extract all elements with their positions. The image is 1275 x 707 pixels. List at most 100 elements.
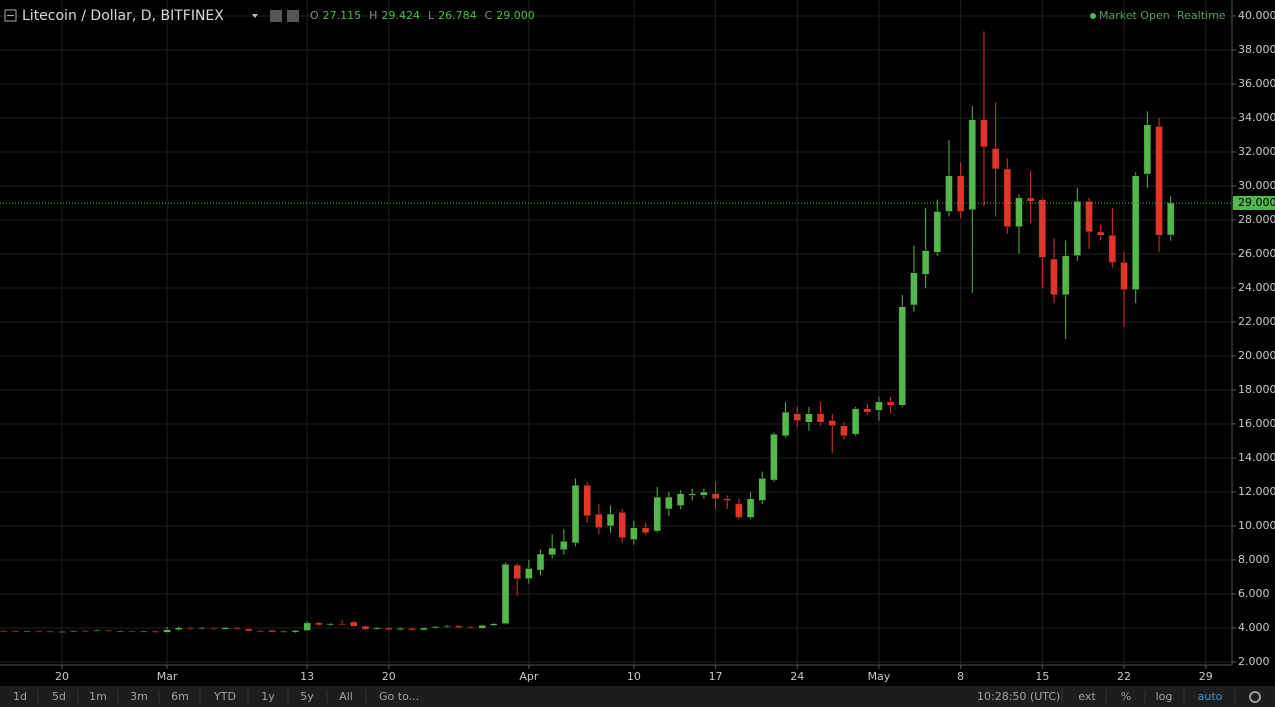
option-button[interactable]: ext <box>1078 690 1096 703</box>
x-tick-label: 8 <box>957 670 964 683</box>
candle-body <box>151 630 160 633</box>
range-button[interactable]: 1d <box>13 690 27 703</box>
toolbar-items: 1d 5d 1m 3m 6m YTD 1y 5y All Go to... 10:28:50 (UT… <box>13 690 1236 704</box>
candle-body <box>1120 262 1128 290</box>
candle-body <box>1096 231 1105 236</box>
candle-body <box>863 408 872 413</box>
option-button[interactable]: auto <box>1198 690 1223 703</box>
range-button[interactable]: 5y <box>300 690 314 703</box>
y-tick-label: 8.000 <box>1238 553 1270 566</box>
x-tick-label: 13 <box>300 670 314 683</box>
x-tick-label: May <box>868 670 891 683</box>
candle-body <box>1155 126 1163 236</box>
candle-body <box>291 630 300 633</box>
candle-body <box>501 563 510 624</box>
y-tick-label: 2.000 <box>1238 655 1270 668</box>
candle-body <box>840 425 848 437</box>
candle-body <box>606 513 615 527</box>
candle-body <box>886 401 895 406</box>
readout-key: C <box>485 9 493 22</box>
candle-body <box>128 630 136 633</box>
candle-body <box>595 513 603 528</box>
candle-body <box>758 478 766 501</box>
candle-body <box>793 413 802 421</box>
last-price-box <box>1233 195 1275 210</box>
collapse-icon[interactable] <box>4 9 17 22</box>
candle-body <box>116 630 125 633</box>
candle-body <box>816 413 825 423</box>
candle-body <box>1050 258 1058 296</box>
range-button[interactable]: All <box>339 690 353 703</box>
option-button[interactable]: % <box>1121 690 1131 703</box>
last-price-label: 29.000 <box>1238 196 1275 209</box>
range-button[interactable]: 6m <box>171 690 189 703</box>
candle-body <box>560 540 568 550</box>
settings-icon[interactable] <box>270 10 282 22</box>
range-button[interactable]: 5d <box>52 690 66 703</box>
x-tick-label: Apr <box>519 670 539 683</box>
candle-body <box>455 625 463 628</box>
candle-body <box>350 621 358 627</box>
y-tick-label: 22.000 <box>1238 315 1275 328</box>
candle-body <box>46 630 55 633</box>
candle-body <box>11 630 20 633</box>
candle-body <box>921 250 930 275</box>
candle-body <box>408 628 416 631</box>
candle-body <box>163 629 171 633</box>
settings-gear[interactable] <box>1249 691 1261 703</box>
candle-body <box>828 420 837 426</box>
grid <box>0 0 1232 665</box>
candle-body <box>431 626 440 629</box>
compare-icon[interactable] <box>287 10 299 22</box>
y-tick-label: 30.000 <box>1238 179 1275 192</box>
range-button[interactable]: 3m <box>130 690 148 703</box>
readout-key: L <box>428 9 435 22</box>
candle-body <box>245 628 253 632</box>
candle-body <box>1143 124 1152 175</box>
range-button[interactable]: 1m <box>89 690 107 703</box>
candle-body <box>443 625 451 628</box>
candle-body <box>571 484 580 544</box>
candle-body <box>1038 199 1047 258</box>
candle-body <box>991 148 1000 170</box>
range-button[interactable]: YTD <box>213 690 236 703</box>
y-tick-label: 32.000 <box>1238 145 1275 158</box>
candle-body <box>315 622 323 626</box>
candle-body <box>210 628 218 630</box>
x-tick-label: 10 <box>627 670 641 683</box>
candle-body <box>361 625 370 630</box>
candle-body <box>980 119 988 148</box>
y-tick-label: 26.000 <box>1238 247 1275 260</box>
candle-body <box>746 498 755 518</box>
x-tick-label: 29 <box>1199 670 1213 683</box>
y-tick-label: 16.000 <box>1238 417 1275 430</box>
candle-body <box>326 623 335 626</box>
y-tick-label: 6.000 <box>1238 587 1270 600</box>
range-button[interactable]: 1y <box>261 690 275 703</box>
y-tick-label: 38.000 <box>1238 43 1275 56</box>
goto-button[interactable]: Go to... <box>379 690 419 703</box>
y-tick-label: 36.000 <box>1238 77 1275 90</box>
readout-value: 27.115 <box>323 9 362 22</box>
x-tick-label: 20 <box>55 670 69 683</box>
readout-key: H <box>369 9 377 22</box>
candle-body <box>676 493 685 506</box>
candle-body <box>490 623 498 626</box>
x-tick-label: 22 <box>1117 670 1131 683</box>
candle-body <box>735 503 743 518</box>
candle-body <box>770 433 778 481</box>
symbol-dropdown[interactable] <box>252 14 258 18</box>
candle-body <box>34 630 43 633</box>
option-button[interactable]: log <box>1156 690 1173 703</box>
candle-body <box>875 401 883 411</box>
candle-body <box>513 564 521 579</box>
y-tick-label: 20.000 <box>1238 349 1275 362</box>
candle-body <box>373 627 381 630</box>
y-tick-label: 14.000 <box>1238 451 1275 464</box>
candle-body <box>805 413 813 423</box>
candle-body <box>93 630 101 632</box>
x-tick-label: 17 <box>709 670 723 683</box>
chart-title[interactable]: Litecoin / Dollar, D, BITFINEX <box>22 8 224 24</box>
